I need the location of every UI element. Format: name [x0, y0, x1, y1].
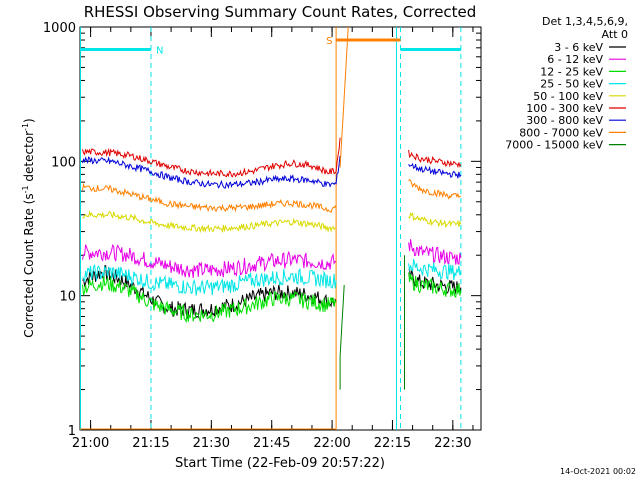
series-line	[82, 264, 337, 296]
x-tick-label: 21:30	[193, 436, 230, 451]
series-line	[82, 182, 337, 213]
series-line	[339, 26, 349, 168]
x-tick-label: 21:45	[253, 436, 290, 451]
series-line	[408, 239, 462, 265]
legend-label: 12 - 25 keV	[540, 65, 603, 78]
series-line	[82, 243, 337, 278]
x-tick-label: 22:15	[374, 436, 411, 451]
x-tick-label: 22:00	[313, 436, 350, 451]
legend-label: 100 - 300 keV	[526, 102, 603, 115]
plot-axes: 1 10 100 1000 21:00 21:15 21:30 21:45 22:00 22:15…	[43, 21, 482, 451]
y-axis-label-sup2: -1	[21, 123, 30, 131]
legend-label: 800 - 7000 keV	[519, 126, 603, 139]
y-tick-label: 10	[59, 290, 76, 305]
marker-group: NS	[80, 36, 461, 56]
series-line	[82, 137, 341, 178]
y-axis-label-mid: detector	[22, 131, 36, 186]
y-axis-label-sup1: -1	[21, 185, 30, 193]
legend-header-line2: Att 0	[602, 28, 628, 41]
legend-label: 300 - 800 keV	[526, 114, 603, 127]
footer-timestamp: 14-Oct-2021 00:02	[560, 467, 636, 476]
y-axis-label-main: Corrected Count Rate (s	[22, 193, 36, 337]
series-line	[82, 210, 337, 234]
series-line	[82, 275, 337, 324]
chart-title: RHESSI Observing Summary Count Rates, Co…	[84, 3, 477, 21]
series-line	[408, 259, 462, 281]
y-tick-label: 100	[51, 155, 76, 170]
legend-label: 7000 - 15000 keV	[505, 139, 603, 152]
y-tick-label: 1000	[43, 21, 76, 36]
state-lines	[80, 27, 462, 430]
series-line	[408, 178, 461, 200]
series-line	[408, 162, 462, 179]
y-axis-label: Corrected Count Rate (s-1 detector-1)	[21, 118, 36, 337]
plot-frame	[79, 26, 482, 431]
series-line	[339, 284, 345, 390]
legend-header-line1: Det 1,3,4,5,6,9,	[542, 15, 628, 28]
x-tick-label: 22:30	[434, 436, 471, 451]
x-tick-label: 21:15	[132, 436, 169, 451]
series-line	[408, 272, 462, 298]
legend-label: 6 - 12 keV	[547, 53, 603, 66]
legend-label: 3 - 6 keV	[554, 41, 603, 54]
state-bar-label: S	[326, 36, 332, 47]
legend-label: 50 - 100 keV	[533, 90, 603, 103]
series-line	[408, 149, 462, 169]
state-bar-label: N	[156, 45, 163, 56]
y-axis-label-end: )	[22, 118, 36, 123]
y-tick-label: 1	[68, 424, 76, 439]
x-axis-label: Start Time (22-Feb-09 20:57:22)	[175, 456, 385, 471]
series-group	[80, 26, 462, 430]
series-line	[408, 212, 462, 229]
x-tick-label: 21:00	[72, 436, 109, 451]
legend-label: 25 - 50 keV	[540, 78, 603, 91]
series-line	[82, 155, 341, 189]
